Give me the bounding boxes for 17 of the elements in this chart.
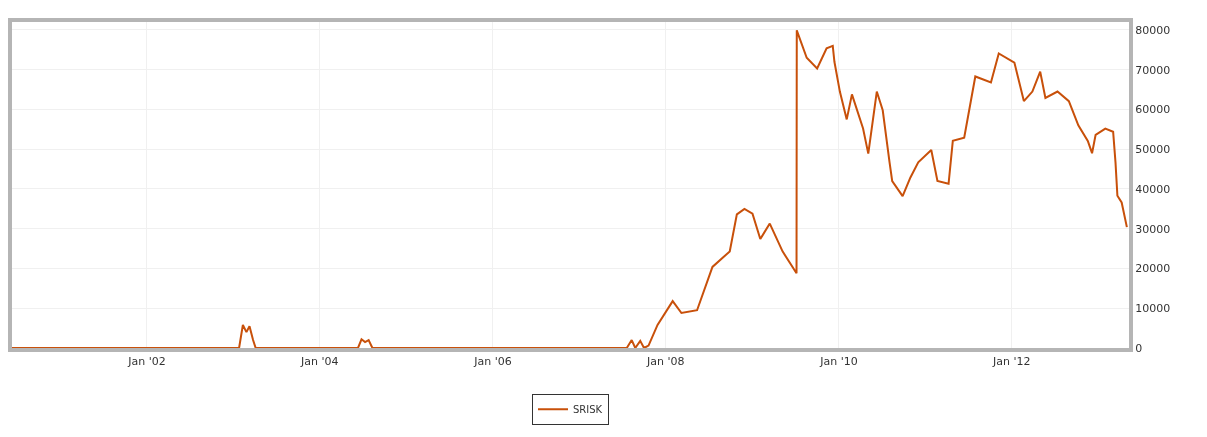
x-tick-label: Jan '08 [646, 355, 685, 369]
y-tick-label: 10000 [1135, 302, 1171, 316]
x-tick-label: Jan '04 [300, 355, 339, 369]
y-tick-label: 30000 [1135, 222, 1171, 236]
y-tick-label: 40000 [1135, 182, 1171, 196]
y-tick-label: 50000 [1135, 143, 1171, 157]
legend-label: SRISK [573, 404, 603, 416]
x-tick-label: Jan '10 [819, 355, 858, 369]
x-tick-label: Jan '02 [127, 355, 166, 369]
line-series [12, 29, 1128, 348]
y-tick-label: 80000 [1135, 23, 1171, 37]
x-tick-label: Jan '06 [473, 355, 512, 369]
y-tick-label: 20000 [1135, 262, 1171, 276]
y-tick-label: 60000 [1135, 103, 1171, 117]
x-tick-label: Jan '12 [992, 355, 1031, 369]
y-tick-label: 0 [1135, 341, 1143, 355]
y-tick-label: 70000 [1135, 63, 1171, 77]
